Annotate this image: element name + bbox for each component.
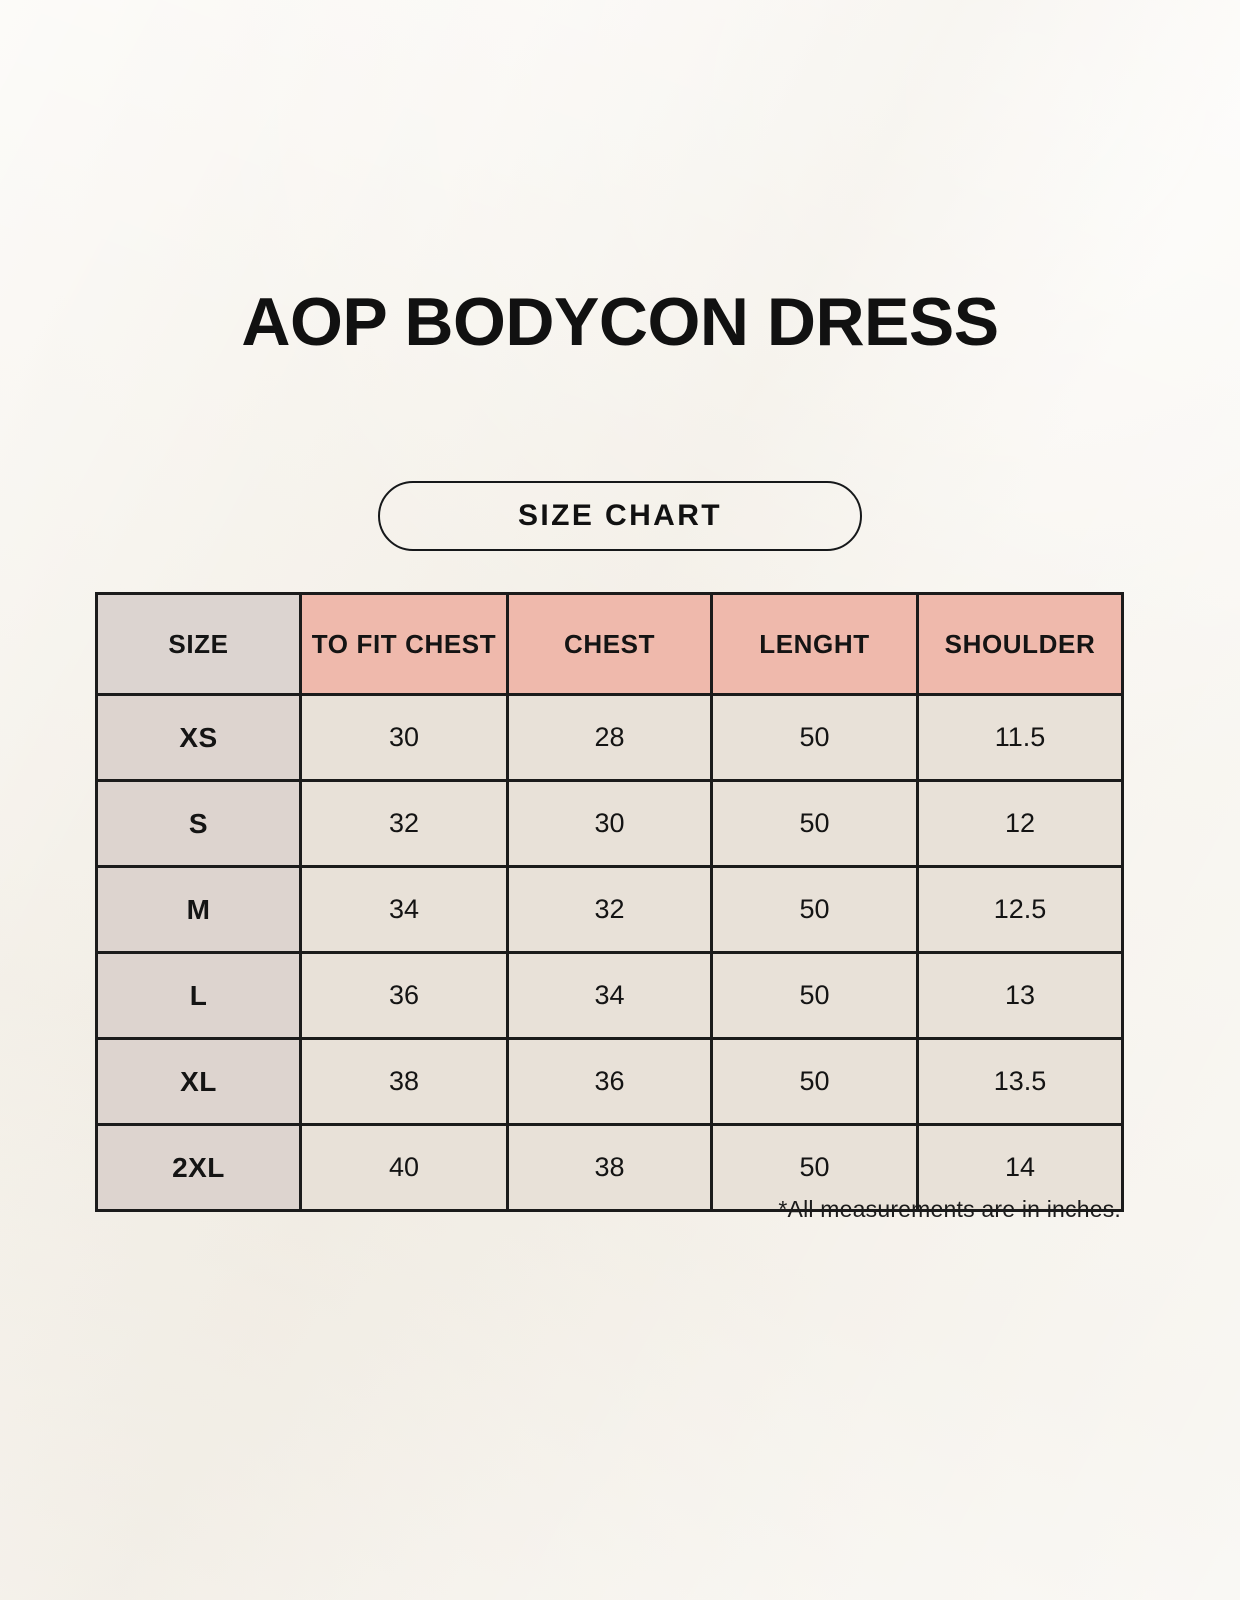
cell-shoulder: 14: [916, 1123, 1124, 1212]
cell-lenght: 50: [710, 779, 919, 868]
table-header: SIZE TO FIT CHEST CHEST LENGHT SHOULDER: [95, 592, 1124, 696]
table-row: S 32 30 50 12: [95, 779, 1124, 868]
cell-chest: 34: [506, 951, 713, 1040]
size-chart-table: SIZE TO FIT CHEST CHEST LENGHT SHOULDER …: [95, 592, 1124, 1212]
cell-shoulder: 13: [916, 951, 1124, 1040]
table-row: 2XL 40 38 50 14: [95, 1123, 1124, 1212]
column-header-lenght: LENGHT: [710, 592, 919, 696]
cell-to-fit-chest: 36: [299, 951, 509, 1040]
cell-shoulder: 12: [916, 779, 1124, 868]
cell-size: XS: [95, 693, 302, 782]
cell-to-fit-chest: 30: [299, 693, 509, 782]
cell-chest: 38: [506, 1123, 713, 1212]
page-title: AOP BODYCON DRESS: [241, 284, 999, 360]
cell-chest: 28: [506, 693, 713, 782]
column-header-size: SIZE: [95, 592, 302, 696]
cell-chest: 32: [506, 865, 713, 954]
badge-container: SIZE CHART: [0, 481, 1240, 551]
cell-size: M: [95, 865, 302, 954]
cell-chest: 36: [506, 1037, 713, 1126]
cell-size: S: [95, 779, 302, 868]
column-header-to-fit-chest: TO FIT CHEST: [299, 592, 509, 696]
cell-to-fit-chest: 40: [299, 1123, 509, 1212]
cell-lenght: 50: [710, 1037, 919, 1126]
cell-to-fit-chest: 32: [299, 779, 509, 868]
cell-lenght: 50: [710, 693, 919, 782]
size-chart-badge: SIZE CHART: [378, 481, 862, 551]
cell-chest: 30: [506, 779, 713, 868]
cell-to-fit-chest: 34: [299, 865, 509, 954]
table-body: XS 30 28 50 11.5 S 32 30 50 12 M 34 32: [95, 693, 1124, 1212]
cell-lenght: 50: [710, 1123, 919, 1212]
column-header-chest: CHEST: [506, 592, 713, 696]
cell-shoulder: 12.5: [916, 865, 1124, 954]
table-row: XL 38 36 50 13.5: [95, 1037, 1124, 1126]
size-chart-table-wrapper: SIZE TO FIT CHEST CHEST LENGHT SHOULDER …: [95, 592, 1124, 1212]
cell-lenght: 50: [710, 865, 919, 954]
table-row: XS 30 28 50 11.5: [95, 693, 1124, 782]
cell-size: L: [95, 951, 302, 1040]
cell-size: XL: [95, 1037, 302, 1126]
cell-shoulder: 13.5: [916, 1037, 1124, 1126]
cell-size: 2XL: [95, 1123, 302, 1212]
cell-lenght: 50: [710, 951, 919, 1040]
measurement-footnote: *All measurements are in inches.: [778, 1196, 1121, 1222]
cell-shoulder: 11.5: [916, 693, 1124, 782]
table-row: L 36 34 50 13: [95, 951, 1124, 1040]
table-row: M 34 32 50 12.5: [95, 865, 1124, 954]
column-header-shoulder: SHOULDER: [916, 592, 1124, 696]
table-header-row: SIZE TO FIT CHEST CHEST LENGHT SHOULDER: [95, 592, 1124, 696]
cell-to-fit-chest: 38: [299, 1037, 509, 1126]
